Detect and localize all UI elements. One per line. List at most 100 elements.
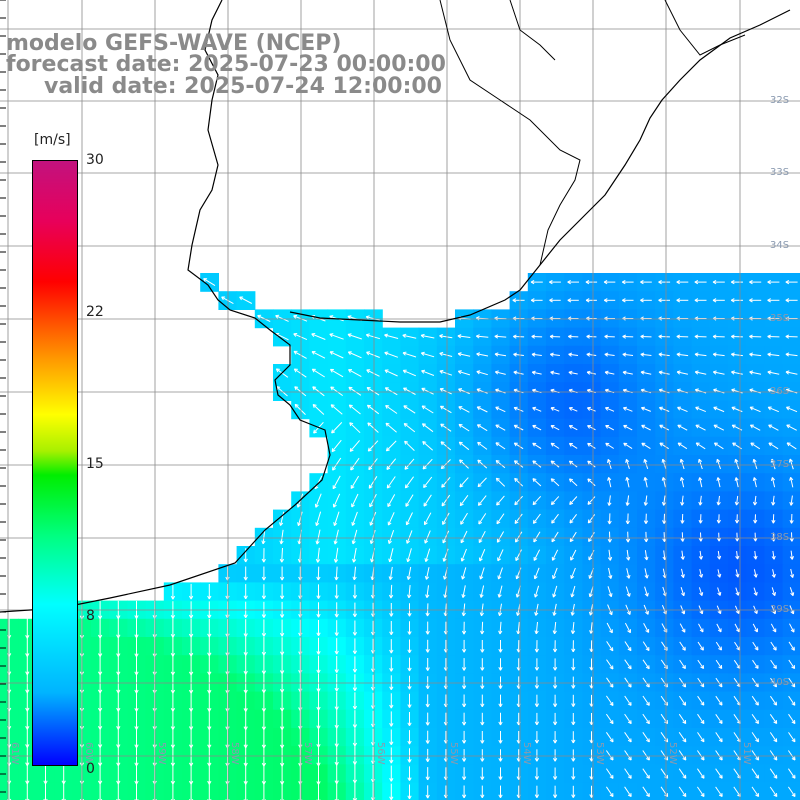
lon-label: 51W (741, 742, 752, 765)
wind-arrow (716, 458, 721, 470)
wind-arrow (334, 656, 339, 673)
wind-arrow (312, 386, 325, 397)
wind-arrow (239, 296, 253, 304)
wind-arrow (389, 711, 394, 727)
wind-arrow (697, 713, 705, 725)
wind-arrow (534, 694, 540, 707)
wind-arrow (532, 478, 542, 487)
wind-arrow (423, 476, 433, 489)
wind-arrow (367, 440, 379, 452)
wind-arrow (477, 459, 488, 469)
wind-arrow (749, 352, 762, 357)
lat-label: 32S (770, 95, 789, 106)
wind-arrow (407, 784, 412, 800)
wind-arrow (498, 731, 503, 744)
wind-arrow (717, 587, 722, 596)
wind-arrow (476, 388, 488, 394)
wind-arrow (459, 459, 469, 469)
wind-arrow (334, 584, 339, 599)
wind-arrow (698, 477, 703, 488)
wind-arrow (552, 658, 558, 671)
wind-arrow (658, 279, 671, 285)
wind-arrow (752, 458, 758, 470)
wind-arrow (441, 476, 451, 488)
wind-arrow (751, 750, 760, 761)
wind-arrow (533, 549, 541, 561)
wind-arrow (661, 458, 667, 470)
colorbar-tick-8: 8 (86, 608, 95, 624)
wind-arrow (533, 567, 540, 580)
wind-arrow (749, 298, 762, 303)
wind-arrow (735, 551, 740, 560)
colorbar-tick-0: 0 (86, 761, 95, 777)
wind-arrow (460, 548, 467, 562)
wind-arrow (293, 314, 308, 322)
wind-arrow (332, 457, 342, 471)
wind-arrow (586, 352, 597, 357)
wind-arrow (279, 619, 285, 637)
wind-arrow (658, 298, 670, 303)
wind-arrow (425, 767, 430, 781)
wind-arrow (334, 673, 339, 692)
wind-arrow (623, 424, 633, 431)
wind-arrow (478, 549, 486, 562)
wind-arrow (785, 279, 798, 285)
wind-arrow (607, 531, 612, 543)
wind-arrow (476, 424, 488, 432)
wind-arrow (261, 584, 267, 600)
wind-arrow (389, 657, 394, 672)
wind-arrow (477, 477, 487, 488)
wind-arrow (243, 584, 248, 600)
wind-arrow (552, 749, 558, 762)
wind-arrow (751, 677, 759, 688)
wind-arrow (676, 334, 689, 339)
wind-arrow (407, 657, 412, 672)
wind-arrow (351, 493, 359, 508)
wind-arrow (605, 425, 615, 431)
wind-arrow (586, 334, 597, 339)
wind-arrow (314, 493, 322, 508)
wind-arrow (570, 622, 576, 634)
wind-arrow (768, 442, 779, 450)
lon-label: 54W (521, 742, 532, 765)
wind-arrow (402, 333, 417, 339)
coastline (0, 0, 791, 613)
wind-arrow (694, 298, 707, 303)
wind-arrow (389, 693, 394, 709)
wind-arrow (789, 587, 795, 597)
wind-arrow (442, 512, 450, 525)
wind-arrow (790, 568, 795, 578)
wind-arrow (642, 750, 650, 761)
wind-arrow (312, 404, 325, 415)
wind-arrow (478, 530, 486, 544)
wind-arrow (694, 352, 707, 357)
wind-arrow (423, 494, 432, 507)
wind-arrow (407, 766, 412, 781)
wind-arrow (352, 746, 358, 765)
wind-arrow (257, 314, 271, 322)
wind-arrow (679, 659, 686, 670)
wind-arrow (698, 458, 703, 470)
wind-arrow (658, 334, 670, 339)
wind-arrow (571, 658, 576, 671)
wind-arrow (386, 458, 397, 470)
wind-arrow (788, 732, 796, 743)
wind-arrow (279, 637, 285, 656)
wind-arrow (461, 749, 467, 762)
wind-arrow (622, 298, 634, 303)
wind-arrow (550, 460, 560, 468)
wind-arrow (622, 352, 634, 357)
wind-arrow (534, 731, 540, 744)
wind-arrow (333, 511, 340, 527)
wind-arrow (623, 406, 633, 412)
wind-arrow (405, 512, 413, 526)
wind-arrow (770, 641, 777, 651)
wind-arrow (389, 783, 394, 800)
wind-arrow (407, 712, 412, 727)
wind-arrow (607, 477, 612, 488)
wind-arrow (424, 567, 430, 580)
border-argentina-east (509, 0, 556, 61)
wind-arrow (644, 531, 649, 543)
wind-arrow (552, 694, 558, 707)
wind-arrow (365, 333, 381, 340)
